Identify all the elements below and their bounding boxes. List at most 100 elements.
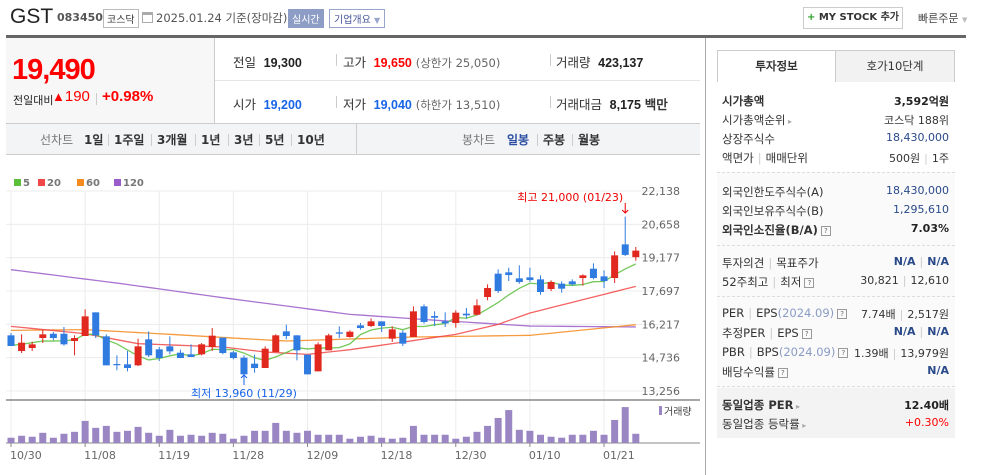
open-value: 19,200	[263, 98, 302, 112]
company-info-label: 기업개요	[334, 15, 371, 26]
legend-label: 20	[47, 178, 61, 189]
divider	[572, 134, 573, 146]
prev-close: 전일 19,300	[233, 52, 302, 71]
divider	[717, 296, 955, 297]
candle	[145, 331, 153, 357]
info-par-label: 액면가	[722, 151, 754, 165]
volume-bar	[335, 434, 343, 443]
divider: |	[757, 151, 762, 165]
candle-body	[346, 331, 354, 338]
candle-period-tab[interactable]: 월봉	[578, 133, 601, 147]
candle-body	[632, 250, 640, 258]
x-tick-label: 10/30	[10, 449, 42, 462]
amount-label: 거래대금	[556, 97, 603, 112]
period-tab[interactable]: 1일	[84, 133, 104, 147]
candle-body	[229, 352, 237, 359]
info-row-value: 7.03%	[911, 222, 949, 235]
help-icon[interactable]: ?	[820, 225, 831, 236]
candle	[356, 323, 364, 330]
arrow-right-icon[interactable]: ▸	[799, 421, 807, 430]
candle	[102, 334, 110, 366]
help-icon[interactable]: ?	[838, 347, 849, 358]
ma-120-line	[10, 269, 636, 328]
candle-body	[537, 279, 544, 293]
help-icon[interactable]: ?	[777, 367, 788, 378]
info-row-value: +0.30%	[905, 416, 949, 429]
info-row-value: 3,592억원	[894, 93, 949, 109]
company-info-dropdown[interactable]: 기업개요 ▼	[329, 9, 386, 28]
add-my-stock-label: MY STOCK 추가	[818, 12, 900, 23]
info-est-eps-label: EPS	[777, 326, 799, 340]
volume-bar	[537, 434, 544, 443]
candle	[505, 267, 513, 282]
info-foreign-hold: 1,295,610	[893, 203, 949, 216]
period-tab[interactable]: 1년	[201, 133, 221, 147]
info-foreign-limit: 18,430,000	[886, 184, 949, 197]
candle-body	[102, 336, 110, 366]
candle	[378, 321, 386, 333]
info-opinion: N/A	[893, 255, 916, 268]
info-row-label: 동일업종 등락률 ▸	[722, 416, 806, 432]
info-foreign-ratio: 7.03%	[910, 222, 949, 235]
candle-body	[388, 329, 396, 339]
arrow-right-icon[interactable]: ▸	[793, 402, 801, 411]
candle-period-tab[interactable]: 일봉	[507, 133, 530, 147]
help-icon[interactable]: ?	[801, 328, 812, 339]
ma-5-line	[10, 263, 637, 362]
info-market-cap: 3,592억원	[893, 95, 949, 108]
low-annotation: 최저 13,960 (11/29)	[191, 387, 297, 400]
volume-bar	[113, 431, 121, 443]
period-tab[interactable]: 3개월	[157, 133, 188, 147]
info-div: N/A	[927, 364, 949, 377]
help-icon[interactable]: ?	[837, 308, 848, 319]
volume-bar	[431, 434, 439, 443]
help-icon[interactable]: ?	[804, 277, 815, 288]
quick-order-dropdown[interactable]: 빠른주문 ▼	[918, 10, 967, 26]
legend-label: 60	[86, 178, 100, 189]
period-tab[interactable]: 10년	[297, 133, 325, 147]
period-tab[interactable]: 1주일	[114, 133, 145, 147]
candle-body	[621, 244, 629, 255]
volume-bar	[558, 437, 566, 443]
volume-bar	[251, 430, 259, 443]
info-row-value: 7.74배 | 2,517원	[861, 306, 949, 322]
candle	[293, 335, 301, 361]
tab-investment-info[interactable]: 투자정보	[717, 50, 836, 83]
divider	[336, 96, 337, 108]
volume-label: 거래량	[664, 406, 692, 418]
candle-body	[568, 281, 576, 285]
candle	[579, 274, 587, 286]
info-row-label: 외국인한도주식수(A)	[722, 184, 823, 200]
volume-bar	[49, 437, 57, 443]
candle	[462, 308, 470, 319]
info-target-label: 목표주가	[776, 256, 819, 270]
add-my-stock-button[interactable]: + MY STOCK 추가	[803, 7, 903, 29]
period-tab[interactable]: 5년	[265, 133, 285, 147]
period-tab[interactable]: 3년	[234, 133, 254, 147]
divider: |	[768, 256, 773, 270]
info-par: 500원	[889, 152, 921, 165]
info-row-value: 코스닥 188위	[884, 112, 949, 128]
arrow-right-icon[interactable]: ▸	[785, 117, 793, 126]
divider: |	[924, 152, 928, 165]
realtime-button[interactable]: 실시간	[288, 9, 324, 28]
candle	[81, 309, 89, 337]
stock-name: GST	[10, 5, 54, 28]
info-pbr-label: PBR	[722, 345, 745, 359]
volume-bar	[71, 431, 79, 443]
info-div-label: 배당수익률	[722, 365, 775, 379]
tab-order-book[interactable]: 호가10단계	[835, 50, 955, 83]
candle	[71, 335, 79, 356]
info-row-value: 18,430,000	[886, 184, 949, 197]
open-label: 시가	[233, 97, 257, 112]
y-tick-label: 19,177	[642, 252, 681, 265]
legend-swatch	[38, 179, 45, 186]
y-tick-label: 16,217	[642, 318, 681, 331]
candle	[589, 263, 597, 280]
divider: |	[769, 326, 774, 340]
volume-bar	[176, 435, 184, 443]
ma-20-line	[10, 285, 636, 355]
candle-period-tab[interactable]: 주봉	[543, 133, 566, 147]
candle	[388, 326, 396, 343]
candle-body	[420, 306, 428, 323]
